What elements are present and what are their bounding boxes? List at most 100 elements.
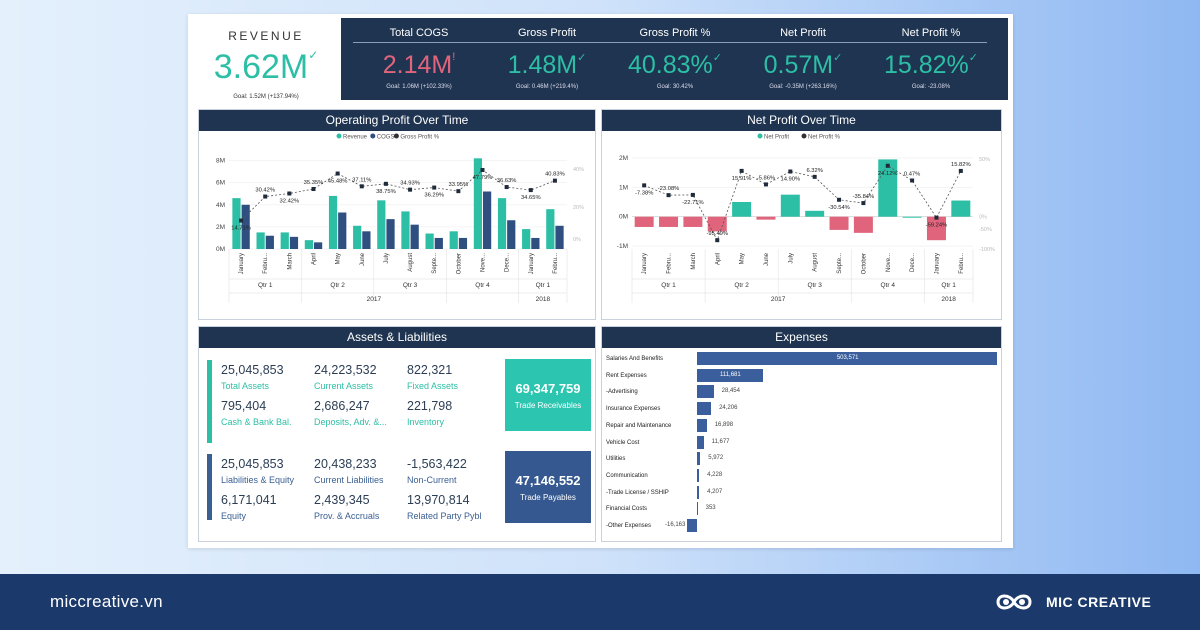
revenue-bar[interactable]	[473, 158, 482, 249]
revenue-bar[interactable]	[232, 198, 241, 249]
revenue-bar[interactable]	[304, 240, 313, 249]
revenue-bar[interactable]	[256, 232, 265, 249]
expense-row[interactable]: -Trade License / SSHIP 4,207	[602, 485, 1001, 500]
operating-profit-panel[interactable]: Operating Profit Over Time Revenue COGS Gr…	[198, 109, 596, 320]
expense-row[interactable]: -Other Expenses -16,163	[602, 519, 1001, 533]
net-profit-bar[interactable]	[707, 216, 727, 232]
expenses-panel[interactable]: Expenses Salaries And Benefits 503,571 Ren…	[601, 326, 1002, 542]
revenue-bar[interactable]	[522, 229, 531, 249]
kpi-total-cogs[interactable]: Total COGS 2.14M! Goal: 1.06M (+102.33%)	[355, 18, 483, 100]
cogs-bar[interactable]	[289, 236, 299, 249]
kpi-gross-profit[interactable]: Gross Profit 1.48M✓ Goal: 0.46M (+219.4%…	[483, 18, 611, 100]
pct-point[interactable]	[837, 197, 842, 202]
pct-point[interactable]	[432, 185, 437, 190]
pct-point[interactable]	[739, 168, 744, 173]
net-profit-bar[interactable]	[659, 216, 679, 227]
pct-point[interactable]	[788, 169, 793, 174]
pct-point[interactable]	[958, 168, 963, 173]
expense-bar[interactable]	[696, 468, 700, 482]
pct-point[interactable]	[335, 171, 340, 176]
net-profit-bar[interactable]	[902, 216, 922, 218]
cogs-bar[interactable]	[434, 237, 443, 249]
cogs-bar[interactable]	[314, 242, 323, 249]
expense-row[interactable]: Utilities 5,972	[602, 452, 1001, 466]
trade-payables-box[interactable]: 47,146,552 Trade Payables	[505, 451, 591, 523]
expense-bar[interactable]	[696, 385, 714, 399]
pct-point[interactable]	[715, 238, 720, 243]
net-profit-bar[interactable]	[829, 216, 849, 230]
kpi-net-profit[interactable]: Net Profit 0.57M✓ Goal: -0.35M (+263.16%…	[739, 18, 867, 100]
pct-point[interactable]	[287, 191, 292, 196]
expense-row[interactable]: Vehicle Cost 11,677	[602, 435, 1001, 450]
pct-point[interactable]	[480, 168, 485, 173]
pct-point[interactable]	[642, 183, 647, 188]
pct-point[interactable]	[263, 194, 268, 199]
cogs-bar[interactable]	[338, 212, 347, 249]
net-profit-bar[interactable]	[853, 216, 873, 233]
expense-row[interactable]: Rent Expenses 111,681	[602, 368, 1001, 383]
net-profit-bar[interactable]	[805, 210, 825, 217]
revenue-bar[interactable]	[497, 198, 507, 249]
expense-bar[interactable]	[696, 452, 701, 466]
pct-point[interactable]	[359, 184, 364, 189]
revenue-bar[interactable]	[328, 195, 338, 249]
pct-point[interactable]	[763, 182, 768, 187]
revenue-bar[interactable]	[280, 232, 289, 249]
pct-point[interactable]	[311, 187, 316, 192]
revenue-bar[interactable]	[353, 225, 362, 249]
revenue-bar[interactable]	[425, 233, 434, 249]
expense-row[interactable]: Salaries And Benefits 503,571	[602, 352, 1001, 366]
pct-point[interactable]	[528, 188, 533, 193]
cogs-bar[interactable]	[458, 237, 468, 249]
expense-row[interactable]: Financial Costs 353	[602, 502, 1001, 516]
revenue-bar[interactable]	[546, 209, 555, 249]
expense-bar[interactable]	[687, 519, 697, 532]
cogs-bar[interactable]	[410, 224, 419, 249]
net-profit-bar[interactable]	[878, 159, 898, 217]
net-profit-bar[interactable]	[634, 216, 654, 227]
pct-point[interactable]	[910, 178, 915, 183]
footer-url[interactable]: miccreative.vn	[50, 592, 163, 611]
pct-point[interactable]	[408, 187, 413, 192]
expense-bar[interactable]	[696, 402, 712, 416]
cogs-bar[interactable]	[555, 225, 564, 249]
pct-point[interactable]	[934, 215, 939, 220]
revenue-bar[interactable]	[449, 231, 458, 249]
pct-point[interactable]	[552, 178, 557, 183]
kpi-net-profit-pct[interactable]: Net Profit % 15.82%✓ Goal: -23.08%	[867, 18, 995, 100]
trade-receivables-box[interactable]: 69,347,759 Trade Receivables	[505, 359, 591, 431]
cogs-bar[interactable]	[531, 237, 540, 249]
pct-point[interactable]	[690, 192, 695, 197]
expense-bar[interactable]	[696, 352, 997, 365]
expense-bar[interactable]	[696, 368, 764, 382]
expense-bar[interactable]	[696, 502, 698, 516]
cogs-bar[interactable]	[483, 191, 492, 249]
pct-point[interactable]	[666, 193, 671, 198]
net-profit-bar[interactable]	[756, 216, 776, 220]
net-profit-bar[interactable]	[780, 194, 800, 217]
expense-row[interactable]: Communication 4,228	[602, 468, 1001, 483]
net-profit-chart[interactable]: Net Profit Net Profit % 2M 1M 0M -1M 50% 0% -50%…	[602, 131, 1001, 319]
net-profit-bar[interactable]	[926, 216, 946, 241]
cogs-bar[interactable]	[241, 204, 250, 249]
pct-point[interactable]	[383, 181, 388, 186]
net-profit-panel[interactable]: Net Profit Over Time Net Profit Net Profi…	[601, 109, 1002, 320]
pct-point[interactable]	[812, 174, 817, 179]
expense-row[interactable]: Insurance Expenses 24,206	[602, 402, 1001, 416]
pct-point[interactable]	[885, 163, 890, 168]
expense-row[interactable]: Repair and Maintenance 16,898	[602, 418, 1001, 433]
pct-point[interactable]	[504, 185, 509, 190]
pct-point[interactable]	[456, 189, 461, 194]
revenue-bar[interactable]	[377, 200, 386, 249]
expense-bar[interactable]	[696, 418, 707, 432]
revenue-card[interactable]: REVENUE 3.62M✓ Goal: 1.52M (+137.94%)	[198, 20, 334, 106]
expense-row[interactable]: -Advertising 28,454	[602, 385, 1001, 399]
net-profit-bar[interactable]	[683, 216, 703, 227]
cogs-bar[interactable]	[386, 219, 395, 249]
cogs-bar[interactable]	[507, 220, 516, 249]
net-profit-bar[interactable]	[951, 200, 971, 217]
cogs-bar[interactable]	[362, 231, 371, 249]
revenue-bar[interactable]	[401, 211, 410, 249]
pct-point[interactable]	[239, 218, 244, 223]
operating-profit-chart[interactable]: Revenue COGS Gross Profit % 8M 6M 4M 2M 0M 40% 20…	[199, 131, 595, 319]
